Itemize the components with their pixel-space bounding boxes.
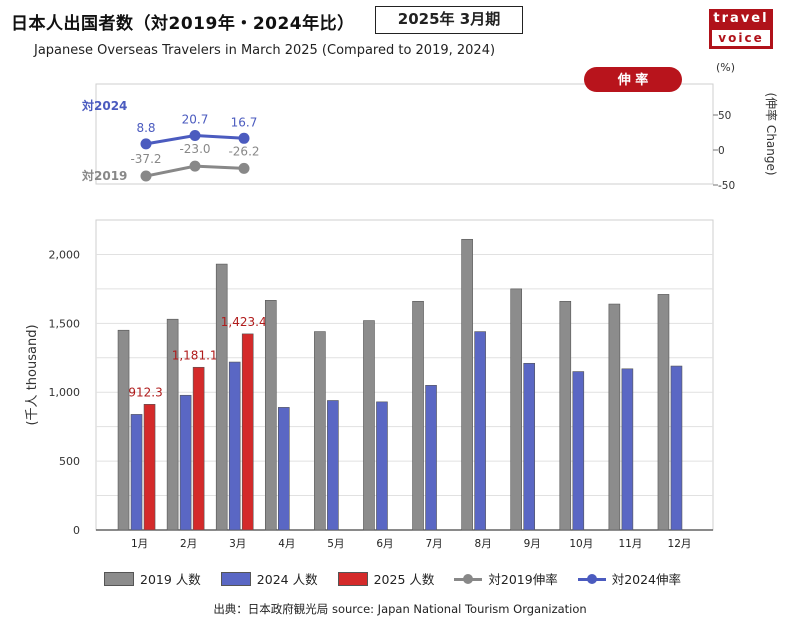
- legend-label: 2019 人数: [140, 572, 201, 587]
- bar-x-tick-label: 5月: [327, 538, 344, 550]
- bar-y2019-4: [264, 300, 277, 531]
- legend-swatch-y2025: [337, 571, 368, 586]
- rate-plot-area: [95, 83, 714, 185]
- bar-x-tick-label: 11月: [618, 538, 642, 550]
- legend-item-y2024: 2024 人数: [220, 569, 318, 588]
- bar-y2024-7: [425, 385, 437, 531]
- bar-y2019-5: [314, 331, 326, 531]
- rate-point-rate2019-1: [140, 170, 152, 182]
- bar-y2019-8: [461, 238, 473, 531]
- rate-data-label: -37.2: [130, 152, 161, 166]
- rate-series-name: 対2024: [81, 98, 127, 113]
- legend-swatch-y2019: [104, 571, 134, 586]
- bar-y2024-1: [130, 414, 143, 531]
- bar-y2019-3: [215, 263, 228, 531]
- chart-subtitle: Japanese Overseas Travelers in March 202…: [34, 43, 496, 58]
- rate-y-tick-label: 0: [718, 145, 725, 157]
- bar-x-tick-label: 3月: [229, 538, 246, 550]
- bar-y2019-10: [559, 300, 572, 531]
- bar-y-axis-label: (千人 thousand): [25, 324, 40, 425]
- bar-y2024-9: [523, 362, 536, 531]
- rate-y-tick-label: -50: [718, 180, 735, 192]
- bar-y2024-11: [621, 368, 634, 531]
- legend-swatch-y2024: [220, 571, 251, 586]
- source-note: 出典：日本政府観光局 source: Japan National Touris…: [213, 602, 587, 616]
- rate-unit-label: (%): [716, 61, 735, 74]
- bar-x-tick-label: 7月: [425, 538, 442, 550]
- bar-y2024-6: [376, 401, 388, 531]
- rate-y-axis-label: (伸率 Change): [764, 92, 779, 175]
- rate-badge-label: 伸 率: [617, 72, 649, 88]
- legend-label: 対2019伸率: [488, 572, 558, 587]
- rate-series-name: 対2019: [81, 168, 127, 183]
- bar-y2019-12: [657, 294, 670, 531]
- legend-swatch-rate2019: [454, 573, 483, 585]
- rate-data-label: 20.7: [182, 113, 209, 127]
- legend-item-y2019: 2019 人数: [104, 569, 201, 588]
- logo-text-travel: travel: [713, 11, 769, 26]
- bar-y-tick-label: 1,000: [49, 386, 81, 399]
- bar-y2024-10: [572, 371, 585, 531]
- bar-x-tick-label: 12月: [668, 538, 692, 550]
- rate-badge: [584, 67, 682, 92]
- logo-text-voice: voice: [712, 30, 770, 46]
- rate-point-rate2024-1: [140, 138, 152, 150]
- legend-label: 2025 人数: [373, 572, 435, 587]
- chart-title: 日本人出国者数（対2019年・2024年比）: [11, 14, 355, 34]
- rate-data-label: -26.2: [228, 144, 259, 158]
- bar-y-tick-label: 500: [59, 455, 80, 468]
- legend-item-rate2019: 対2019伸率: [454, 569, 558, 588]
- bar-x-tick-label: 9月: [524, 538, 541, 550]
- bar-x-tick-label: 4月: [278, 538, 295, 550]
- rate-point-rate2024-3: [238, 132, 250, 144]
- bar-x-tick-label: 2月: [180, 538, 197, 550]
- rate-data-label: -23.0: [179, 142, 210, 156]
- bar-y-tick-label: 2,000: [49, 248, 81, 261]
- legend-item-rate2024: 対2024伸率: [577, 569, 682, 588]
- rate-data-label: 8.8: [136, 121, 155, 135]
- bar-y-tick-label: 0: [73, 524, 80, 537]
- period-badge: 2025年 3月期: [375, 6, 523, 34]
- bar-y2019-1: [117, 329, 130, 531]
- bar-y2024-8: [474, 331, 486, 531]
- bar-x-tick-label: 8月: [475, 538, 492, 550]
- rate-point-rate2019-2: [189, 160, 201, 172]
- bar-y2019-7: [412, 300, 424, 531]
- rate-point-rate2024-2: [189, 130, 201, 142]
- bar-y2024-12: [670, 365, 683, 531]
- bar-y2025-2: [192, 366, 205, 531]
- legend: 2019 人数 2024 人数 2025 人数 対2019伸率 対2024伸率: [104, 569, 701, 588]
- bar-y2019-9: [510, 288, 523, 531]
- bar-y2019-11: [608, 303, 621, 531]
- bar-data-label: 1,181.1: [172, 348, 218, 362]
- bar-y2019-2: [166, 318, 179, 531]
- bar-data-label: 912.3: [128, 385, 162, 399]
- bar-x-tick-label: 6月: [376, 538, 393, 550]
- rate-data-label: 16.7: [231, 115, 258, 129]
- bar-x-tick-label: 10月: [569, 538, 593, 550]
- legend-label: 対2024伸率: [611, 572, 682, 587]
- bar-y2024-2: [179, 394, 192, 531]
- rate-point-rate2019-3: [238, 162, 250, 174]
- rate-y-tick-label: 50: [718, 110, 731, 122]
- bar-y-tick-label: 1,500: [49, 317, 81, 330]
- legend-label: 2024 人数: [256, 572, 318, 587]
- bar-x-tick-label: 1月: [131, 538, 148, 550]
- bar-y2024-5: [327, 400, 339, 531]
- travel-voice-logo: travel voice: [709, 9, 773, 49]
- bar-data-label: 1,423.4: [221, 315, 267, 329]
- bar-y2024-4: [277, 407, 290, 531]
- legend-item-y2025: 2025 人数: [337, 569, 435, 588]
- bar-y2019-6: [363, 320, 375, 531]
- bar-y2024-3: [228, 361, 241, 531]
- legend-swatch-rate2024: [577, 573, 606, 585]
- bar-y2025-3: [241, 333, 254, 531]
- bar-y2025-1: [143, 404, 156, 531]
